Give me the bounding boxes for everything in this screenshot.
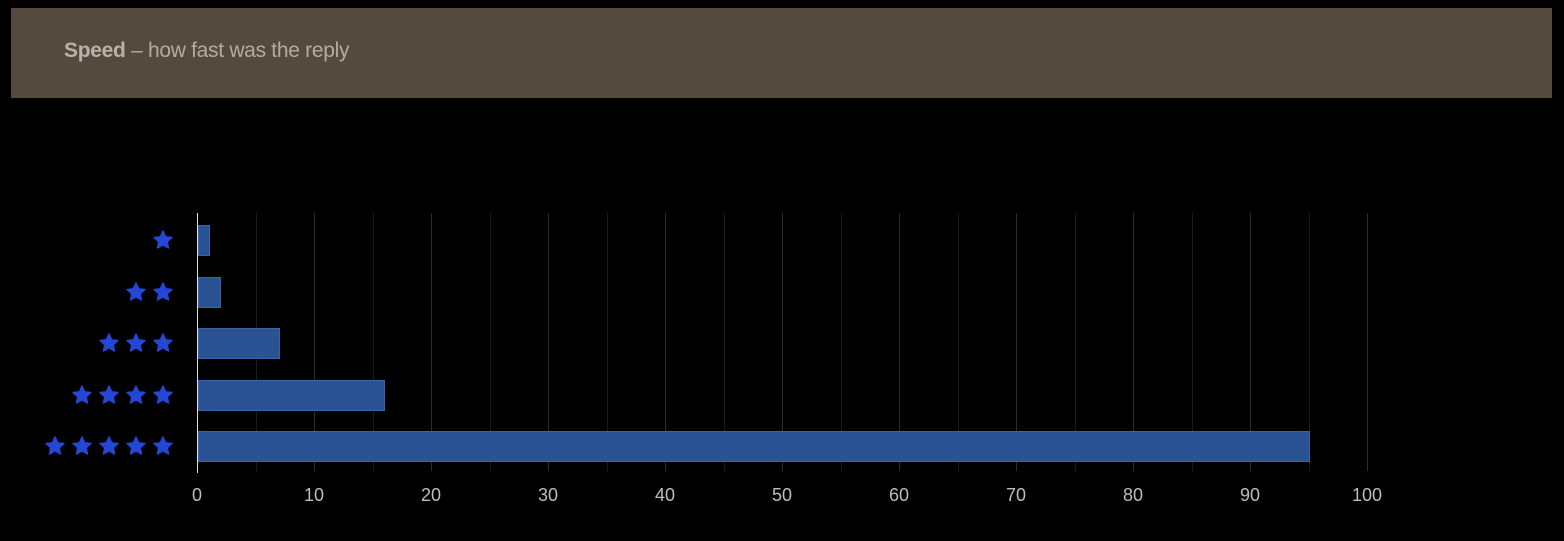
section-title: Speed – how fast was the reply bbox=[64, 39, 349, 63]
gridline bbox=[724, 213, 725, 471]
star-icon bbox=[44, 435, 66, 462]
star-icon bbox=[152, 281, 174, 308]
star-icon bbox=[98, 332, 120, 359]
gridline bbox=[1250, 213, 1251, 471]
star-icon bbox=[125, 384, 147, 411]
gridline bbox=[431, 213, 432, 471]
x-tick-label: 20 bbox=[420, 485, 442, 505]
star-icon bbox=[152, 332, 174, 359]
gridline bbox=[548, 213, 549, 471]
star-icon bbox=[152, 229, 174, 256]
category-label-1-star bbox=[152, 229, 174, 256]
x-tick-label: 90 bbox=[1239, 485, 1261, 505]
category-label-3-star bbox=[98, 332, 174, 359]
gridline bbox=[782, 213, 783, 471]
star-icon bbox=[125, 435, 147, 462]
x-tick-label: 30 bbox=[537, 485, 559, 505]
gridline bbox=[1075, 213, 1076, 471]
star-icon bbox=[98, 435, 120, 462]
x-tick-label: 80 bbox=[1122, 485, 1144, 505]
x-tick-label: 0 bbox=[191, 485, 203, 505]
gridline bbox=[958, 213, 959, 471]
category-label-4-star bbox=[71, 384, 174, 411]
x-tick-label: 50 bbox=[771, 485, 793, 505]
title-bold: Speed bbox=[64, 39, 126, 62]
x-tick-label: 40 bbox=[654, 485, 676, 505]
bar-2-star bbox=[198, 277, 221, 308]
x-tick-label: 60 bbox=[888, 485, 910, 505]
bar-4-star bbox=[198, 380, 385, 411]
bar-3-star bbox=[198, 328, 280, 359]
gridline bbox=[607, 213, 608, 471]
title-rest: – how fast was the reply bbox=[125, 39, 350, 62]
x-tick-label: 10 bbox=[303, 485, 325, 505]
gridline bbox=[899, 213, 900, 471]
category-label-5-star bbox=[44, 435, 174, 462]
gridline bbox=[841, 213, 842, 471]
gridline bbox=[1016, 213, 1017, 471]
y-axis-line bbox=[197, 213, 198, 473]
gridline bbox=[490, 213, 491, 471]
star-icon bbox=[125, 281, 147, 308]
star-icon bbox=[71, 435, 93, 462]
gridline bbox=[665, 213, 666, 471]
star-icon bbox=[152, 384, 174, 411]
x-tick-label: 70 bbox=[1005, 485, 1027, 505]
bar-1-star bbox=[198, 225, 210, 256]
gridline bbox=[1133, 213, 1134, 471]
gridline bbox=[373, 213, 374, 471]
category-label-2-star bbox=[125, 281, 174, 308]
x-tick-label: 100 bbox=[1351, 485, 1383, 505]
bar-5-star bbox=[198, 431, 1310, 462]
section-header: Speed – how fast was the reply bbox=[11, 8, 1552, 98]
star-icon bbox=[152, 435, 174, 462]
gridline bbox=[314, 213, 315, 471]
gridline bbox=[1309, 213, 1310, 471]
star-icon bbox=[98, 384, 120, 411]
star-icon bbox=[71, 384, 93, 411]
gridline bbox=[1192, 213, 1193, 471]
gridline bbox=[1367, 213, 1368, 471]
star-icon bbox=[125, 332, 147, 359]
